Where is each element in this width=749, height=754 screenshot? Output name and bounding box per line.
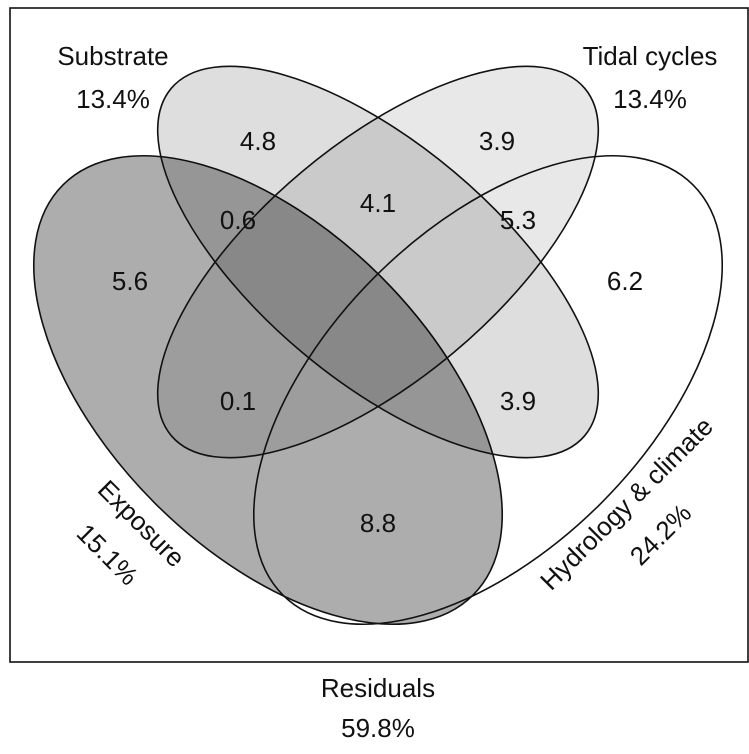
- region-value: 5.6: [112, 266, 148, 296]
- set-name: Tidal cycles: [583, 41, 718, 71]
- tidal-ellipse: [156, 65, 600, 459]
- set-name: Substrate: [57, 41, 168, 71]
- region-value: 8.8: [360, 508, 396, 538]
- residuals-value: 59.8%: [341, 713, 415, 743]
- residuals-name: Residuals: [321, 673, 435, 703]
- region-value: 4.8: [240, 126, 276, 156]
- hydrology-ellipse: [252, 154, 724, 626]
- region-value: 0.6: [220, 205, 256, 235]
- region-value: 3.9: [500, 386, 536, 416]
- region-value: 4.1: [360, 188, 396, 218]
- region-value: 3.9: [479, 126, 515, 156]
- region-value: 5.3: [500, 205, 536, 235]
- frame: [9, 7, 749, 663]
- set-value: 13.4%: [76, 84, 150, 114]
- region-value: 6.2: [607, 266, 643, 296]
- substrate-ellipse: [156, 65, 600, 459]
- set-value: 13.4%: [613, 84, 687, 114]
- region-value: 0.1: [220, 386, 256, 416]
